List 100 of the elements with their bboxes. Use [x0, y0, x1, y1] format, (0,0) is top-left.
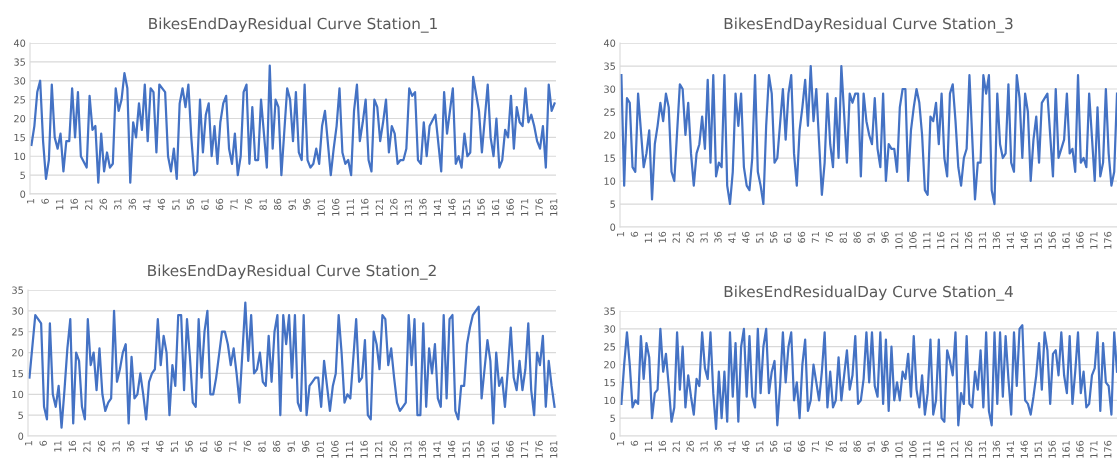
y-tick-label: 15 — [12, 370, 23, 378]
x-tick-label: 121 — [950, 232, 959, 249]
x-tick-label: 121 — [374, 441, 383, 458]
x-tick-label: 76 — [825, 231, 834, 243]
x-tick-label: 126 — [389, 440, 397, 458]
x-tick-label: 56 — [186, 198, 195, 210]
x-tick-label: 171 — [521, 199, 529, 216]
x-tick-label: 71 — [811, 441, 819, 452]
x-tick-label: 111 — [346, 199, 354, 216]
x-tick-label: 136 — [418, 440, 427, 458]
x-tick-label: 161 — [1062, 441, 1070, 458]
x-tick-label: 116 — [360, 440, 368, 458]
y-tick-label: 40 — [13, 39, 26, 47]
x-tick-label: 146 — [1020, 231, 1028, 249]
x-tick-label: 131 — [978, 232, 987, 249]
x-tick-label: 156 — [477, 440, 485, 458]
x-tick-label: 156 — [1048, 440, 1056, 458]
x-tick-label: 31 — [700, 441, 708, 452]
y-tick-label: 0 — [610, 432, 616, 440]
y-tick-label: 15 — [604, 379, 615, 387]
x-tick-label: 76 — [243, 440, 252, 452]
x-tick-label: 56 — [770, 440, 778, 452]
x-tick-label: 176 — [1104, 440, 1112, 458]
line-series — [28, 301, 556, 429]
x-tick-label: 71 — [811, 232, 819, 243]
x-tick-label: 91 — [867, 232, 875, 243]
x-tick-label: 21 — [672, 232, 680, 243]
x-tick-label: 51 — [756, 441, 764, 452]
x-tick-label: 126 — [390, 198, 398, 216]
x-tick-label: 121 — [950, 441, 959, 458]
x-tick-label: 16 — [658, 440, 666, 452]
y-tick-label: 10 — [14, 152, 26, 161]
x-tick-label: 161 — [1062, 232, 1070, 249]
chart-title: BikesEndResidualDay Curve Station_4 — [724, 285, 1013, 301]
x-tick-label: 16 — [70, 198, 78, 210]
x-tick-label: 81 — [839, 232, 847, 243]
chart-title: BikesEndDayResidual Curve Station_2 — [148, 264, 436, 280]
x-tick-label: 56 — [185, 440, 193, 452]
x-tick-label: 101 — [895, 441, 903, 458]
x-tick-label: 96 — [302, 440, 310, 452]
x-tick-label: 146 — [448, 198, 456, 216]
x-tick-label: 6 — [41, 198, 49, 204]
y-tick-label: 25 — [604, 108, 615, 116]
line-series — [620, 324, 1117, 430]
x-tick-label: 61 — [199, 441, 208, 452]
x-tick-label: 116 — [937, 440, 945, 458]
x-tick-label: 41 — [141, 441, 149, 453]
x-tick-label: 141 — [1006, 232, 1014, 249]
y-tick-label: 10 — [604, 177, 616, 185]
x-tick-label: 176 — [1104, 231, 1112, 249]
x-tick-label: 96 — [303, 198, 311, 210]
x-tick-label: 131 — [404, 441, 412, 458]
x-tick-label: 166 — [506, 198, 514, 216]
x-tick-label: 26 — [97, 440, 106, 452]
x-tick-label: 26 — [99, 198, 107, 210]
x-tick-label: 76 — [244, 198, 253, 210]
x-tick-label: 21 — [672, 441, 680, 452]
y-tick-label: 5 — [610, 414, 615, 422]
x-tick-label: 61 — [201, 199, 209, 210]
x-tick-label: 46 — [742, 440, 750, 453]
x-tick-label: 36 — [127, 440, 135, 452]
x-tick-label: 41 — [143, 199, 151, 211]
x-tick-label: 41 — [728, 441, 736, 453]
x-tick-label: 136 — [992, 440, 1001, 458]
chart-title: BikesEndDayResidual Curve Station_1 — [149, 17, 437, 33]
x-tick-label: 116 — [937, 231, 945, 249]
x-tick-label: 61 — [783, 232, 792, 243]
x-tick-label: 161 — [491, 199, 500, 216]
x-tick-label: 66 — [797, 440, 806, 452]
y-tick-label: 40 — [603, 39, 616, 47]
x-tick-label: 106 — [909, 440, 917, 458]
x-tick-label: 41 — [728, 232, 736, 244]
x-tick-label: 141 — [433, 199, 441, 216]
x-tick-label: 1 — [616, 232, 625, 237]
x-tick-label: 101 — [316, 441, 324, 458]
x-tick-label: 81 — [258, 441, 266, 452]
y-tick-label: 30 — [12, 307, 24, 315]
x-tick-label: 6 — [39, 440, 47, 446]
x-tick-label: 36 — [714, 231, 722, 243]
x-tick-label: 26 — [686, 231, 694, 243]
x-tick-label: 176 — [535, 440, 543, 458]
x-tick-label: 156 — [1048, 231, 1056, 249]
x-tick-label: 86 — [272, 440, 281, 452]
x-tick-label: 21 — [83, 441, 91, 452]
x-tick-label: 166 — [1076, 440, 1084, 458]
x-tick-label: 21 — [85, 199, 93, 210]
x-tick-label: 6 — [630, 440, 639, 446]
x-tick-label: 36 — [128, 198, 136, 210]
y-tick-label: 25 — [14, 96, 25, 104]
x-tick-label: 31 — [700, 232, 708, 243]
x-tick-label: 66 — [797, 231, 806, 243]
x-tick-label: 56 — [770, 231, 778, 243]
x-tick-label: 6 — [630, 231, 639, 237]
y-tick-label: 35 — [14, 58, 25, 66]
y-tick-label: 15 — [14, 133, 25, 142]
x-tick-label: 76 — [825, 440, 834, 452]
y-tick-label: 20 — [14, 114, 26, 123]
y-tick-label: 0 — [18, 432, 24, 440]
y-tick-label: 25 — [12, 328, 23, 336]
x-tick-label: 11 — [644, 441, 652, 452]
